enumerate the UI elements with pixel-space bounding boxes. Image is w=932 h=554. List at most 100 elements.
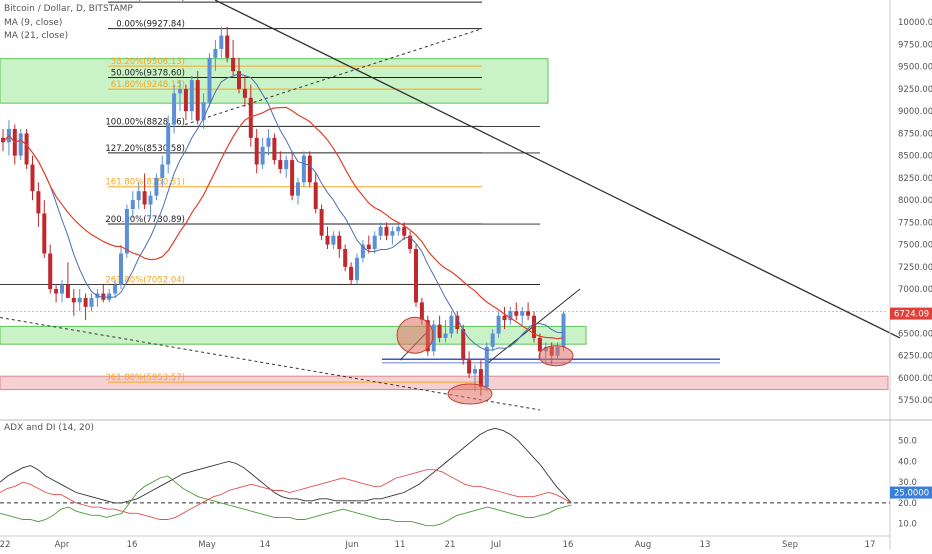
candle-body-68 — [402, 226, 407, 236]
candle-body-82 — [484, 346, 489, 387]
price-tick-16: 9750.00 — [898, 40, 932, 50]
price-tick-5: 7000.00 — [898, 285, 932, 295]
time-tick-2: 16 — [127, 540, 138, 550]
candle-body-7 — [42, 213, 47, 254]
candle-body-21 — [124, 209, 129, 254]
time-axis[interactable]: 22 Apr 16 May 14 Jun 11 21 Jul 16 Aug 13 Sep 17 — [0, 535, 890, 550]
candle-body-86 — [508, 311, 513, 321]
highlight-circles-layer — [396, 316, 574, 405]
candle-body-89 — [526, 311, 531, 316]
price-tick-0: 5750.00 — [898, 396, 932, 406]
candle-body-59 — [349, 266, 354, 281]
price-tick-14: 9250.00 — [898, 85, 932, 95]
adx-last-label: 25.0000 — [894, 489, 929, 499]
candle-body-80 — [473, 369, 477, 374]
candle-body-88 — [520, 311, 525, 316]
candle-body-79 — [467, 360, 472, 374]
candle-body-10 — [60, 284, 64, 294]
time-tick-8: Jul — [490, 540, 501, 550]
candle-body-43 — [254, 137, 259, 165]
moving-averages-layer — [2, 73, 564, 351]
candle-body-4 — [24, 133, 29, 165]
last-price-badge — [890, 307, 932, 320]
highlight-circle-1 — [396, 316, 434, 354]
candle-body-29 — [172, 93, 177, 125]
candle-body-46 — [272, 137, 277, 161]
adx-panel[interactable]: 10.0 20.0 30.0 40.0 50.0 25.0000 — [0, 419, 932, 530]
candle-body-22 — [130, 200, 135, 209]
candle-body-50 — [296, 182, 300, 196]
price-tick-6: 7250.00 — [898, 263, 932, 273]
price-axis[interactable]: 5750.006000.006250.006500.006750.007000.… — [889, 0, 932, 550]
price-tick-9: 8000.00 — [898, 196, 932, 206]
price-tick-12: 8750.00 — [898, 129, 932, 139]
candle-body-61 — [360, 244, 365, 258]
candle-body-38 — [225, 35, 230, 58]
candle-body-26 — [154, 177, 159, 196]
candle-body-35 — [207, 57, 212, 103]
time-tick-1: Apr — [55, 540, 70, 550]
highlight-circle-2 — [447, 383, 493, 405]
candle-body-58 — [343, 249, 348, 267]
price-tick-15: 9500.00 — [898, 63, 932, 73]
candle-body-28 — [166, 124, 171, 165]
legend-ma9: MA (9, close) — [4, 18, 63, 28]
candle-body-78 — [461, 329, 466, 361]
price-tick-3: 6500.00 — [898, 330, 932, 340]
candle-body-36 — [213, 48, 218, 58]
candle-body-63 — [372, 235, 377, 250]
fib-level-label-3: 50.00%(9378.60) — [111, 68, 185, 78]
candle-body-56 — [331, 235, 336, 245]
price-tick-8: 7750.00 — [898, 218, 932, 228]
candle-body-14 — [83, 297, 88, 307]
price-tick-17: 10000.00 — [898, 18, 932, 28]
support-zone-red — [0, 375, 889, 391]
candle-body-83 — [490, 333, 495, 347]
candle-body-70 — [414, 249, 418, 303]
fib-level-label-9: 261.80%(7052.04) — [105, 275, 185, 285]
candle-body-44 — [260, 146, 265, 165]
candle-body-84 — [496, 315, 501, 334]
candle-body-87 — [514, 311, 519, 316]
candle-body-25 — [148, 195, 153, 205]
candle-body-27 — [160, 164, 165, 178]
candle-body-42 — [248, 97, 253, 138]
candle-body-52 — [307, 155, 312, 183]
candle-body-76 — [449, 315, 454, 334]
time-tick-12: Sep — [782, 540, 798, 550]
candle-body-17 — [101, 293, 106, 300]
legend-ma21: MA (21, close) — [4, 31, 69, 41]
candle-body-24 — [142, 191, 147, 205]
fib-level-label-10: 361.80%(5953.57) — [105, 373, 185, 383]
candle-body-31 — [183, 88, 188, 112]
candle-body-73 — [431, 324, 436, 352]
candle-body-18 — [107, 293, 112, 300]
candle-body-55 — [325, 235, 330, 245]
ma9-line — [2, 73, 564, 351]
upper-dashed-trendline — [184, 28, 483, 125]
candle-body-8 — [48, 253, 53, 290]
legend-symbol: Bitcoin / Dollar, D, BITSTAMP — [4, 4, 133, 14]
candle-body-54 — [319, 209, 324, 236]
candle-body-19 — [113, 284, 118, 294]
candle-body-45 — [266, 137, 271, 147]
candle-body-90 — [532, 315, 536, 338]
candle-body-9 — [54, 289, 59, 294]
time-tick-3: May — [198, 540, 216, 550]
adx-tick-1: 20.0 — [898, 499, 917, 509]
candle-body-64 — [378, 226, 383, 236]
candle-body-77 — [455, 315, 460, 330]
fib-level-label-4: 61.80%(9248.15) — [111, 80, 185, 90]
candle-body-20 — [119, 253, 123, 285]
candle-body-71 — [419, 302, 424, 321]
time-tick-0: 22 — [0, 540, 10, 550]
fib-layer: -27.20%(10226.62) 0.00%(9927.84) 38.20%(95… — [0, 0, 888, 383]
fib-level-label-2: 38.20%(9506.13) — [111, 57, 185, 67]
price-tick-2: 6250.00 — [898, 352, 932, 362]
ma21-line — [2, 106, 564, 340]
time-tick-13: 17 — [865, 540, 876, 550]
adx-series-1 — [0, 475, 572, 527]
candle-body-5 — [30, 164, 35, 192]
